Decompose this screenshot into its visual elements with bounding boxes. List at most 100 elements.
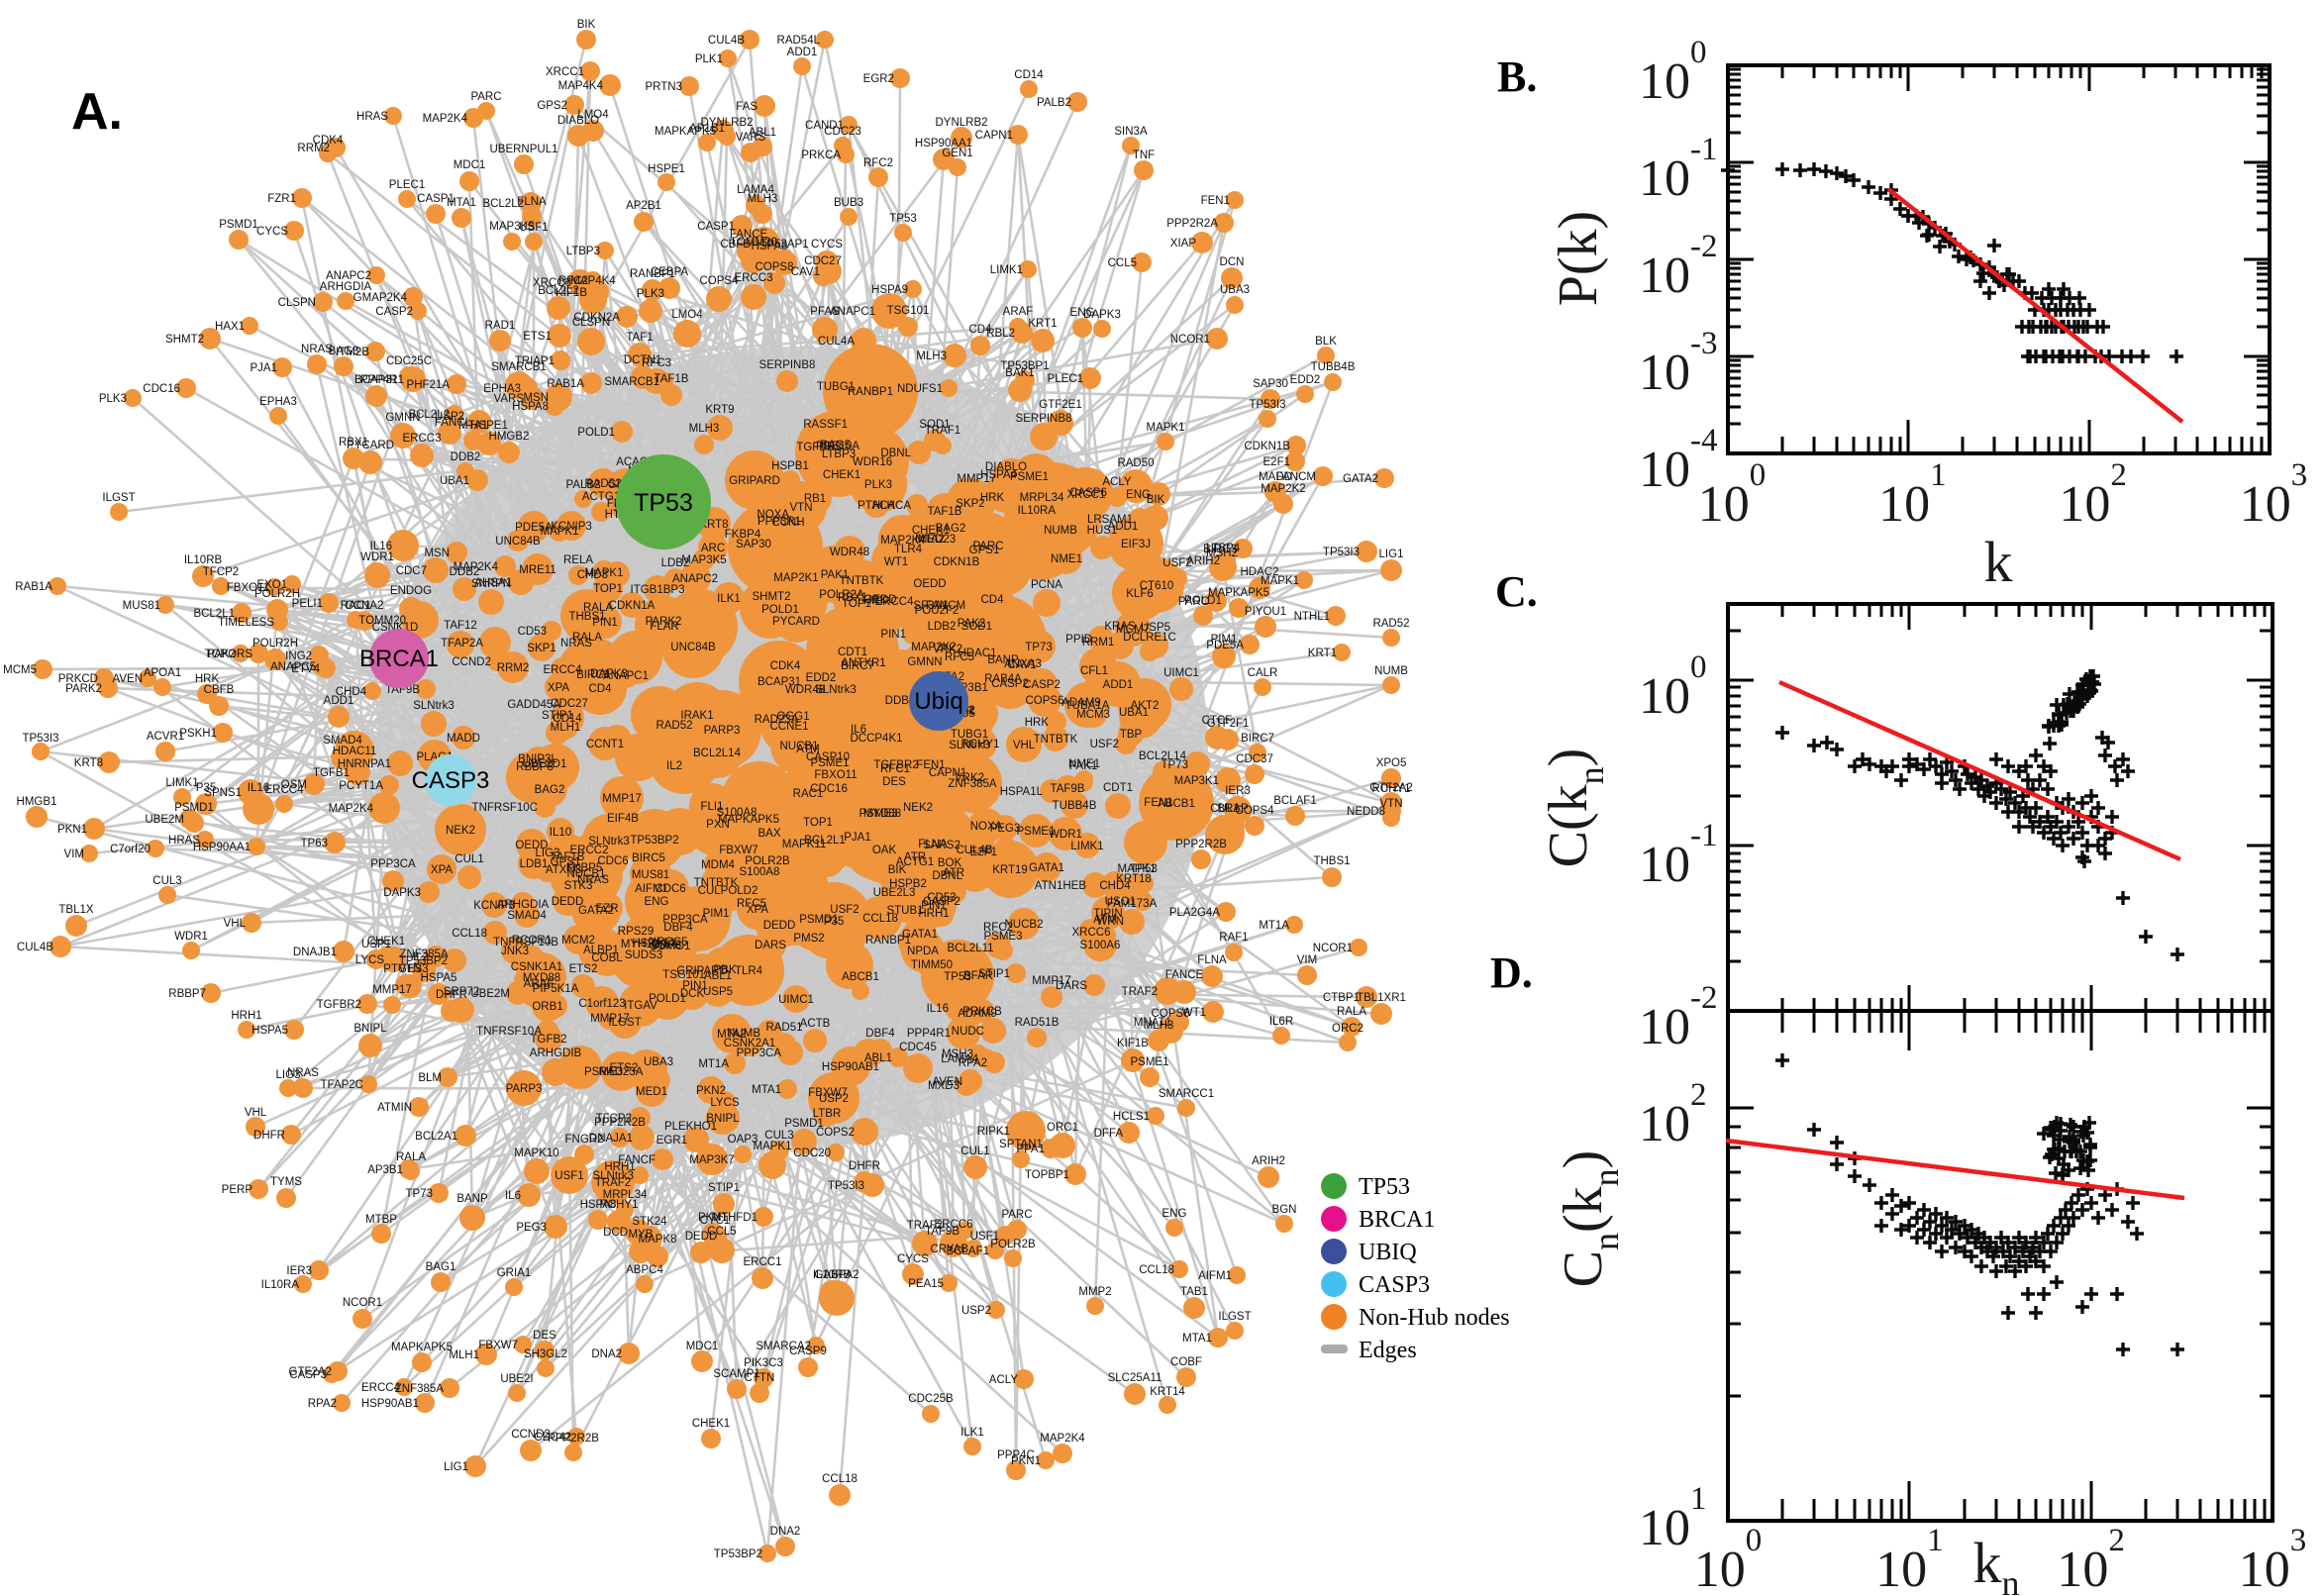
svg-text:XPA: XPA bbox=[548, 682, 569, 694]
svg-text:FBXW7: FBXW7 bbox=[719, 845, 758, 856]
svg-text:PSME1: PSME1 bbox=[1131, 1056, 1169, 1068]
svg-text:PSKH1: PSKH1 bbox=[179, 728, 217, 740]
svg-text:IL16: IL16 bbox=[370, 541, 392, 552]
svg-text:MSH3: MSH3 bbox=[942, 1048, 973, 1060]
svg-text:ACLY: ACLY bbox=[989, 1374, 1019, 1386]
svg-text:HSPA5: HSPA5 bbox=[252, 1025, 288, 1037]
svg-text:TAF1: TAF1 bbox=[626, 332, 653, 344]
svg-text:UIMC1: UIMC1 bbox=[778, 994, 814, 1006]
svg-text:IL6R: IL6R bbox=[1269, 1016, 1293, 1028]
svg-text:LIMK1: LIMK1 bbox=[165, 777, 198, 789]
svg-text:ACACA: ACACA bbox=[871, 500, 911, 512]
svg-text:BCAP31: BCAP31 bbox=[758, 676, 801, 688]
svg-text:A.: A. bbox=[71, 83, 123, 141]
svg-text:XPA: XPA bbox=[431, 864, 453, 876]
svg-text:BIRC7: BIRC7 bbox=[1241, 733, 1274, 745]
svg-text:MAP2K4: MAP2K4 bbox=[329, 803, 374, 815]
svg-text:MUS81: MUS81 bbox=[632, 869, 669, 881]
svg-text:ILK1: ILK1 bbox=[960, 1427, 984, 1439]
svg-text:IL10RB: IL10RB bbox=[184, 554, 223, 566]
svg-text:EPHA3: EPHA3 bbox=[483, 383, 521, 395]
svg-text:PEA15: PEA15 bbox=[908, 1278, 944, 1290]
svg-text:CUL3: CUL3 bbox=[152, 875, 181, 887]
svg-text:PLEKHO1: PLEKHO1 bbox=[664, 1121, 717, 1133]
svg-text:ARHGDIA: ARHGDIA bbox=[497, 899, 550, 911]
svg-text:ADD1: ADD1 bbox=[1103, 679, 1134, 691]
svg-text:CLSPN: CLSPN bbox=[572, 317, 610, 329]
svg-text:ZNF385A: ZNF385A bbox=[399, 948, 449, 960]
svg-text:USF2: USF2 bbox=[830, 904, 858, 916]
svg-text:KRT18: KRT18 bbox=[1116, 873, 1152, 885]
svg-text:TSG101: TSG101 bbox=[662, 969, 705, 981]
svg-text:DAPK3: DAPK3 bbox=[1083, 309, 1121, 321]
svg-text:SLC25A11: SLC25A11 bbox=[1108, 1372, 1162, 1384]
svg-text:UNC84B: UNC84B bbox=[670, 642, 716, 653]
svg-text:PXN: PXN bbox=[706, 819, 730, 831]
svg-text:WDR48: WDR48 bbox=[830, 547, 869, 558]
svg-text:UNC84B: UNC84B bbox=[495, 536, 541, 548]
svg-text:CDC25B: CDC25B bbox=[908, 1393, 954, 1405]
svg-text:S100A6: S100A6 bbox=[1080, 940, 1121, 951]
svg-text:GMNN: GMNN bbox=[907, 656, 942, 668]
svg-text:GRIA1: GRIA1 bbox=[497, 1267, 532, 1279]
svg-text:VRK2: VRK2 bbox=[955, 772, 984, 784]
svg-text:C.: C. bbox=[1495, 567, 1538, 616]
svg-text:RANBP1: RANBP1 bbox=[630, 268, 675, 280]
svg-text:USO1: USO1 bbox=[1105, 896, 1136, 908]
svg-text:ANAPC2: ANAPC2 bbox=[672, 573, 718, 585]
svg-text:BANP: BANP bbox=[456, 1193, 488, 1205]
svg-text:DFFA: DFFA bbox=[1094, 1128, 1124, 1140]
svg-text:TAB1: TAB1 bbox=[1180, 1286, 1208, 1298]
svg-text:NRAS: NRAS bbox=[560, 638, 592, 649]
svg-text:CYCS: CYCS bbox=[256, 226, 288, 238]
svg-text:MUS81: MUS81 bbox=[123, 600, 160, 612]
svg-text:OAK: OAK bbox=[872, 845, 897, 856]
svg-text:PKN2: PKN2 bbox=[696, 1085, 726, 1097]
svg-text:RALA: RALA bbox=[583, 602, 613, 614]
svg-text:USP2: USP2 bbox=[961, 1305, 991, 1317]
svg-text:VHL: VHL bbox=[1013, 740, 1036, 751]
svg-text:UBE2M: UBE2M bbox=[470, 988, 510, 1000]
svg-text:OEDD: OEDD bbox=[863, 594, 896, 606]
svg-text:BCLAF1: BCLAF1 bbox=[1273, 795, 1316, 807]
svg-text:HSPE1: HSPE1 bbox=[648, 163, 685, 175]
svg-text:TP53I3: TP53I3 bbox=[1249, 399, 1285, 411]
svg-text:HRAS: HRAS bbox=[356, 111, 388, 123]
svg-text:NCOR1: NCOR1 bbox=[1313, 943, 1353, 954]
svg-text:KRT19: KRT19 bbox=[992, 864, 1028, 876]
svg-text:MT1A: MT1A bbox=[698, 1058, 729, 1070]
svg-text:MAP2K4: MAP2K4 bbox=[454, 561, 499, 573]
svg-text:BGN: BGN bbox=[1272, 1204, 1297, 1216]
svg-text:SH3GL2: SH3GL2 bbox=[524, 1348, 567, 1360]
svg-text:CHEK1: CHEK1 bbox=[823, 469, 860, 481]
svg-text:FAS: FAS bbox=[736, 101, 758, 113]
svg-text:LIG1: LIG1 bbox=[1379, 549, 1404, 560]
svg-text:EIF4B: EIF4B bbox=[607, 813, 639, 825]
svg-text:IER3: IER3 bbox=[1225, 785, 1251, 797]
svg-text:SLNtrk3: SLNtrk3 bbox=[592, 1170, 634, 1182]
svg-text:THBS1: THBS1 bbox=[1313, 855, 1350, 867]
svg-text:ANXA3: ANXA3 bbox=[1004, 658, 1042, 670]
svg-text:NEK2: NEK2 bbox=[446, 825, 475, 837]
svg-text:DES: DES bbox=[882, 776, 906, 788]
svg-text:ETV4: ETV4 bbox=[291, 663, 320, 675]
svg-text:STIP1: STIP1 bbox=[542, 710, 573, 722]
svg-text:DCD: DCD bbox=[603, 1227, 628, 1239]
svg-text:COPS6: COPS6 bbox=[1026, 695, 1064, 707]
svg-text:PAK2: PAK2 bbox=[207, 648, 236, 660]
svg-text:PPP2R2B: PPP2R2B bbox=[1175, 839, 1227, 850]
svg-text:TP53: TP53 bbox=[1359, 1174, 1410, 1200]
svg-text:NEK2: NEK2 bbox=[903, 802, 933, 814]
svg-text:POLR2B: POLR2B bbox=[990, 1239, 1036, 1250]
svg-text:UBA3: UBA3 bbox=[1220, 284, 1250, 296]
svg-text:DNAJA1: DNAJA1 bbox=[589, 1133, 633, 1145]
svg-text:PARC: PARC bbox=[972, 541, 1003, 552]
svg-text:ATN1HEB: ATN1HEB bbox=[1035, 880, 1087, 892]
svg-text:PLK3: PLK3 bbox=[99, 393, 127, 405]
svg-text:WDR1: WDR1 bbox=[1049, 829, 1082, 841]
svg-text:MDC1: MDC1 bbox=[686, 1341, 719, 1352]
svg-text:TSG101: TSG101 bbox=[887, 305, 930, 317]
svg-text:DARS: DARS bbox=[755, 940, 786, 951]
svg-text:Ubiq: Ubiq bbox=[914, 688, 962, 715]
svg-text:HSPA1L: HSPA1L bbox=[1000, 786, 1044, 798]
